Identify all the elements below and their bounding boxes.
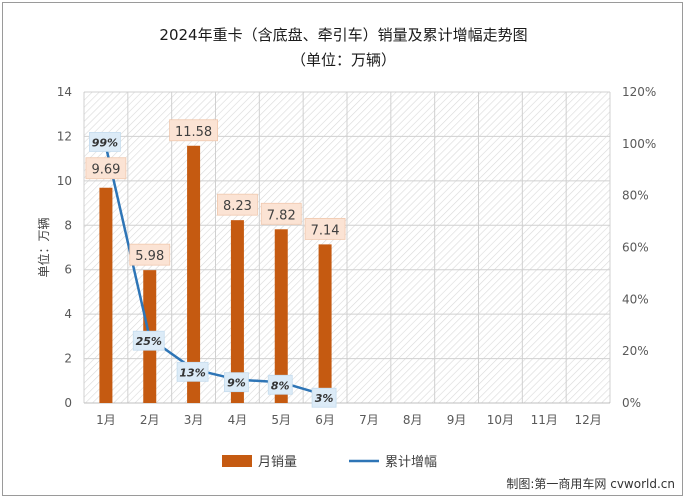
y2-tick-label: 60% <box>622 241 649 255</box>
legend-label-bar: 月销量 <box>258 455 297 470</box>
bar-value-box <box>260 202 302 225</box>
bar-value-label: 5.98 <box>135 249 164 264</box>
bar <box>318 244 332 403</box>
y2-tick-label: 120% <box>622 85 656 99</box>
y2-tick-label: 80% <box>622 189 649 203</box>
line-value-label: 25% <box>136 335 162 348</box>
x-tick-label: 6月 <box>315 413 335 427</box>
line-value-box <box>224 372 249 393</box>
line-value-box <box>311 387 337 408</box>
line-value-box <box>89 132 121 152</box>
legend-label-line: 累计增幅 <box>385 455 437 470</box>
y-tick-label: 6 <box>64 263 72 277</box>
line-value-box <box>132 330 165 351</box>
bar-value-box <box>169 119 218 142</box>
x-tick-label: 11月 <box>531 413 558 427</box>
x-tick-label: 2月 <box>140 413 160 427</box>
line-value-label: 8% <box>271 379 290 392</box>
bar-value-box <box>85 157 127 180</box>
x-tick-label: 8月 <box>403 413 423 427</box>
legend: 月销量 累计增幅 <box>222 455 437 470</box>
y2-tick-label: 0% <box>622 396 641 410</box>
y-tick-label: 4 <box>64 307 72 321</box>
x-tick-label: 7月 <box>359 413 379 427</box>
line-value-label: 3% <box>315 392 334 405</box>
x-tick-label: 4月 <box>228 413 248 427</box>
line-value-label: 99% <box>92 136 118 149</box>
bar-value-label: 7.14 <box>311 223 340 238</box>
bar-value-label: 11.58 <box>175 125 212 140</box>
bar-series <box>99 145 332 403</box>
bar-value-box <box>217 193 258 216</box>
y-tick-label: 14 <box>57 85 72 99</box>
bar-value-box <box>129 243 171 266</box>
bar-value-label: 7.82 <box>267 208 296 223</box>
y-axis-title: 单位：万辆 <box>36 217 51 277</box>
y2-tick-label: 20% <box>622 344 649 358</box>
x-tick-label: 10月 <box>487 413 514 427</box>
y2-tick-label: 100% <box>622 137 656 151</box>
bar-value-label: 9.69 <box>91 163 120 178</box>
x-tick-label: 3月 <box>184 413 204 427</box>
line-value-box <box>176 361 209 382</box>
line-value-label: 13% <box>179 366 205 379</box>
axis-labels: 0 2 4 6 8 10 12 14 0% 20% 40% 60% 80% 100% 120% 1月 2月 3月 4… <box>57 85 657 427</box>
bar <box>99 187 113 403</box>
y2-tick-label: 40% <box>622 292 649 306</box>
source-credit: 制图:第一商用车网 cvworld.cn <box>506 477 675 491</box>
y-tick-label: 0 <box>64 396 72 410</box>
chart-title: 2024年重卡（含底盘、牵引车）销量及累计增幅走势图 <box>159 26 528 44</box>
bar <box>230 220 244 403</box>
bar <box>274 229 288 403</box>
y-tick-label: 12 <box>57 129 72 143</box>
chart-subtitle: （单位：万辆） <box>290 51 396 69</box>
y-tick-label: 2 <box>64 352 72 366</box>
grid-lines <box>83 91 611 404</box>
y-tick-label: 10 <box>57 174 72 188</box>
x-tick-label: 5月 <box>271 413 291 427</box>
bar-value-label: 8.23 <box>223 199 252 214</box>
bar-value-box <box>304 217 346 240</box>
x-tick-label: 9月 <box>447 413 467 427</box>
x-tick-label: 12月 <box>574 413 601 427</box>
legend-swatch-bar <box>222 455 252 467</box>
x-tick-label: 1月 <box>96 413 116 427</box>
y-tick-label: 8 <box>64 218 72 232</box>
data-labels: 9.69 5.98 11.58 8.23 7.82 7.14 99% 25% 13% 9% 8% 3% <box>85 119 346 408</box>
line-value-label: 9% <box>227 377 246 390</box>
line-value-box <box>267 374 293 395</box>
bar <box>187 145 201 403</box>
